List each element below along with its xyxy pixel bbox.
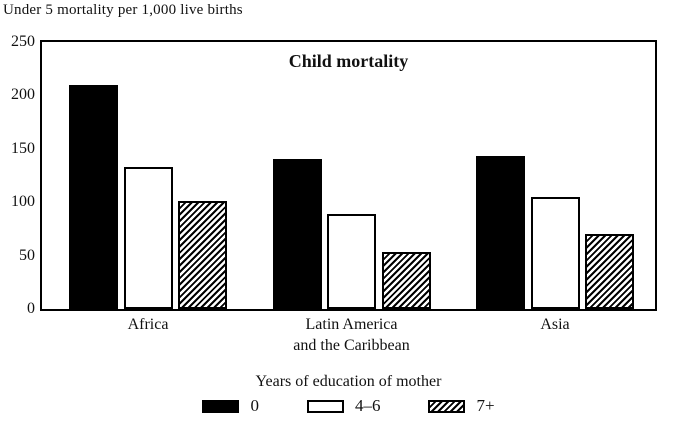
legend-label: 7+: [476, 396, 495, 415]
bar-latin-america-and-the-caribbean-edu-0: [272, 159, 322, 309]
bar-asia-edu-7: [585, 234, 634, 309]
chart-title: Child mortality: [288, 51, 409, 71]
category-label-africa: Africa: [127, 316, 169, 333]
y-tick-label: 200: [11, 86, 35, 104]
bar-asia-edu-0: [476, 156, 525, 309]
y-tick-label: 0: [27, 300, 35, 317]
legend-swatch-solid-black: [202, 399, 240, 413]
bar-africa-edu-7: [178, 201, 227, 309]
y-axis-title: Under 5 mortality per 1,000 live births: [3, 2, 243, 18]
legend-label: 4–6: [354, 396, 381, 415]
legend-swatch-diagonal-hatch: [428, 399, 466, 413]
category-label-latin-america-and-the-caribbean: Latin America and the Caribbean: [293, 316, 410, 354]
legend-item-0: 0: [202, 396, 259, 416]
legend-item-4-6: 4–6: [306, 396, 381, 416]
bars-layer: [42, 42, 655, 309]
bar-latin-america-and-the-caribbean-edu-4-6: [327, 214, 376, 309]
y-tick-label: 50: [19, 246, 35, 264]
legend-label: 0: [250, 396, 259, 415]
legend-title: Years of education of mother: [255, 373, 442, 390]
plot-area: Child mortality: [40, 40, 657, 311]
bar-latin-america-and-the-caribbean-edu-7: [381, 252, 431, 309]
y-tick-label: 250: [11, 33, 35, 50]
bar-asia-edu-4-6: [530, 197, 580, 309]
bar-africa-edu-0: [69, 85, 118, 309]
legend-item-7: 7+: [428, 396, 495, 416]
category-label-asia: Asia: [540, 316, 570, 333]
legend: 0 4–6 7+: [40, 396, 657, 416]
y-tick-label: 150: [11, 139, 35, 157]
y-tick-label: 100: [11, 193, 35, 211]
legend-swatch-white-outline: [306, 399, 344, 413]
bar-africa-edu-4-6: [123, 167, 173, 309]
